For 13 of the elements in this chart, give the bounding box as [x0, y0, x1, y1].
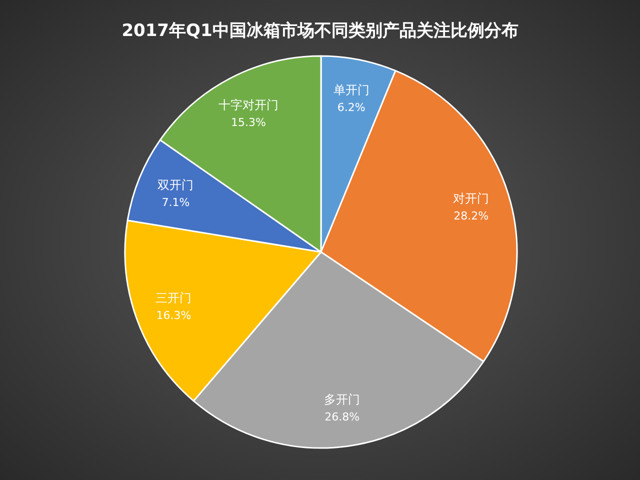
data-label: 6.2% — [337, 101, 366, 114]
data-label: 26.8% — [324, 410, 360, 424]
slice-label: 十字对开门 — [218, 98, 278, 112]
chart-title: 2017年Q1中国冰箱市场不同类别产品关注比例分布 — [122, 21, 518, 41]
data-label: 7.1% — [162, 196, 190, 210]
slice-label: 双开门 — [158, 178, 194, 192]
data-label: 28.2% — [454, 210, 489, 223]
data-label: 15.3% — [230, 116, 266, 129]
slice-label: 对开门 — [453, 192, 490, 206]
data-label: 16.3% — [156, 308, 192, 322]
slice-label: 多开门 — [324, 392, 360, 406]
slice-label: 单开门 — [333, 83, 370, 98]
slice-label: 三开门 — [156, 290, 192, 305]
